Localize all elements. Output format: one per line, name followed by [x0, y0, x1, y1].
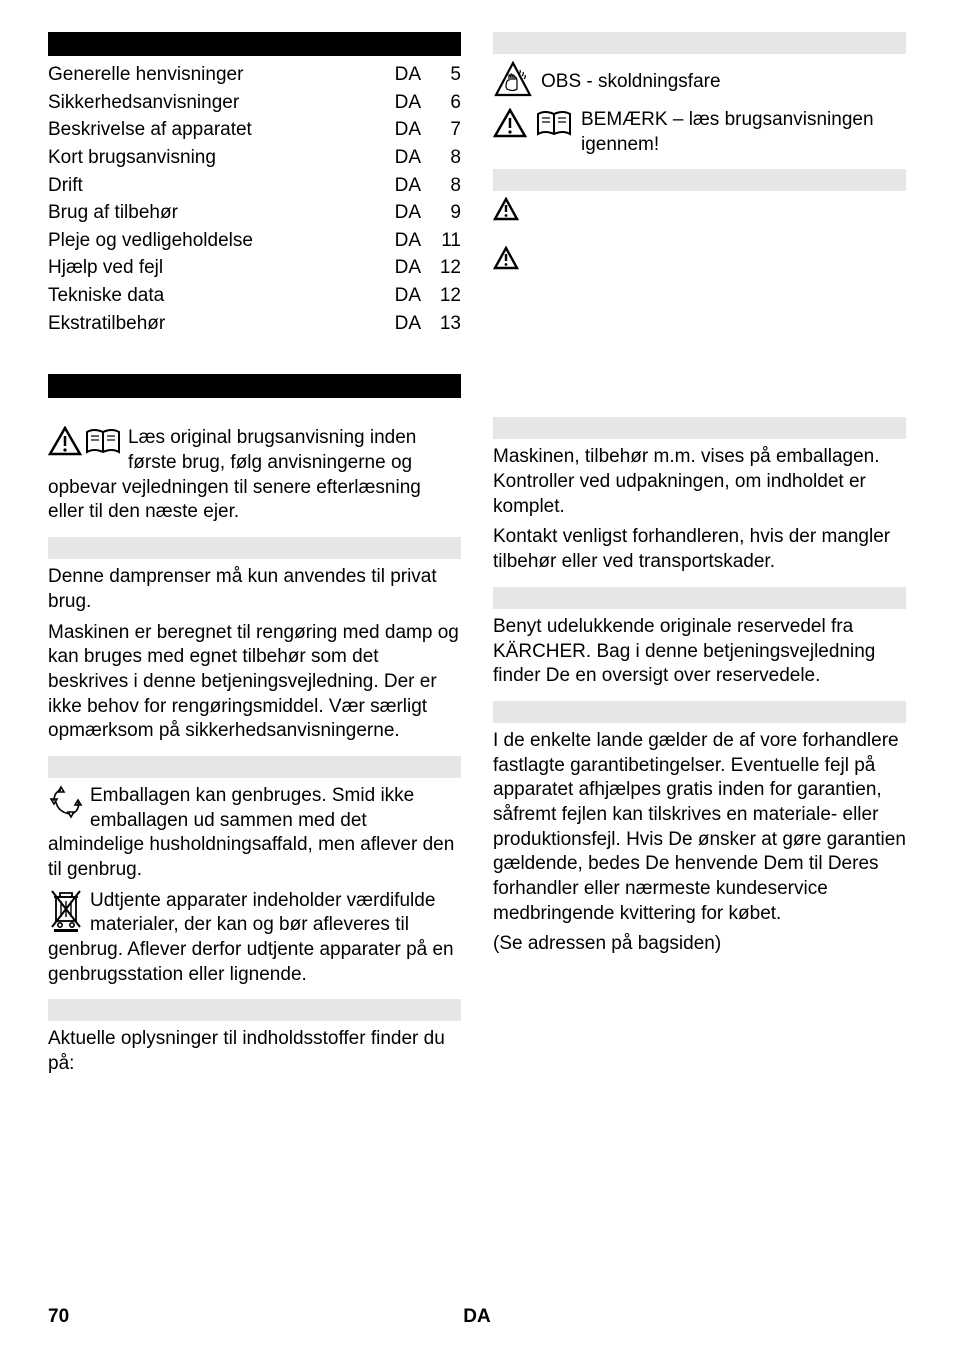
toc-row: Brug af tilbehør DA 9	[48, 200, 461, 226]
warning-triangle-icon	[493, 108, 527, 138]
toc-lang: DA	[373, 90, 421, 116]
toc-page: 8	[421, 173, 461, 199]
steam-warning-row: OBS - skoldningsfare	[493, 60, 906, 100]
toc-row: Hjælp ved fejl DA 12	[48, 255, 461, 281]
toc-title: Beskrivelse af apparatet	[48, 117, 373, 143]
toc-lang: DA	[373, 228, 421, 254]
toc-page: 11	[421, 228, 461, 254]
packaging-block: Emballagen kan genbruges. Smid ikke emba…	[48, 784, 461, 883]
footer-lang: DA	[463, 1306, 490, 1328]
toc-lang: DA	[373, 145, 421, 171]
ingredients-info-text: Aktuelle oplysninger til indholdsstoffer…	[48, 1027, 461, 1076]
note-text: BEMÆRK – læs brugsanvisningen igennem!	[581, 108, 906, 157]
machine-desc-text: Maskinen er beregnet til rengøring med d…	[48, 621, 461, 744]
toc-title: Drift	[48, 173, 373, 199]
toc-title: Brug af tilbehør	[48, 200, 373, 226]
footer-page-number: 70	[48, 1306, 69, 1328]
toc-lang: DA	[373, 173, 421, 199]
toc-lang: DA	[373, 311, 421, 337]
toc-row: Pleje og vedligeholdelse DA 11	[48, 228, 461, 254]
contact-dealer-text: Kontakt venligst forhandleren, hvis der …	[493, 525, 906, 574]
toc-lang: DA	[373, 283, 421, 309]
page-footer: 70 DA	[0, 1306, 954, 1328]
toc-lang: DA	[373, 62, 421, 88]
steam-hand-icon	[493, 60, 533, 100]
warning-triangle-icon	[48, 426, 82, 456]
weee-bin-icon	[48, 889, 84, 933]
weee-text: Udtjente apparater indeholder værdifulde…	[48, 890, 454, 985]
toc-title: Sikkerhedsanvisninger	[48, 90, 373, 116]
toc-lang: DA	[373, 200, 421, 226]
toc-title: Pleje og vedligeholdelse	[48, 228, 373, 254]
general-header-bar	[48, 374, 461, 398]
danger-triangle-row	[493, 197, 906, 226]
toc-title: Generelle henvisninger	[48, 62, 373, 88]
weee-block: Udtjente apparater indeholder værdifulde…	[48, 889, 461, 988]
toc-title: Ekstratilbehør	[48, 311, 373, 337]
spare-parts-text: Benyt udelukkende originale reservedel f…	[493, 615, 906, 689]
scope-text: Maskinen, tilbehør m.m. vises på emballa…	[493, 445, 906, 519]
caution-triangle-icon	[493, 246, 519, 270]
toc-page: 7	[421, 117, 461, 143]
toc-page: 13	[421, 311, 461, 337]
warning-triangle-icon	[493, 197, 519, 221]
toc-row: Tekniske data DA 12	[48, 283, 461, 309]
section-bar-environment	[48, 756, 461, 778]
warranty-text: I de enkelte lande gælder de af vore for…	[493, 729, 906, 927]
toc-row: Generelle henvisninger DA 5	[48, 62, 461, 88]
section-bar-spare	[493, 587, 906, 609]
toc-page: 12	[421, 283, 461, 309]
section-bar-scope	[493, 417, 906, 439]
toc-lang: DA	[373, 117, 421, 143]
toc-title: Hjælp ved fejl	[48, 255, 373, 281]
toc-title: Kort brugsanvisning	[48, 145, 373, 171]
recycle-icon	[48, 784, 84, 820]
toc-page: 8	[421, 145, 461, 171]
steam-warning-text: OBS - skoldningsfare	[541, 60, 721, 95]
toc-page: 5	[421, 62, 461, 88]
section-bar-symbols	[493, 32, 906, 54]
section-bar-danger	[493, 169, 906, 191]
toc-row: Kort brugsanvisning DA 8	[48, 145, 461, 171]
toc-row: Sikkerhedsanvisninger DA 6	[48, 90, 461, 116]
toc-page: 6	[421, 90, 461, 116]
section-bar-ingredients	[48, 999, 461, 1021]
toc-row: Beskrivelse af apparatet DA 7	[48, 117, 461, 143]
book-icon	[535, 108, 573, 138]
toc-title: Tekniske data	[48, 283, 373, 309]
toc-lang: DA	[373, 255, 421, 281]
toc-row: Ekstratilbehør DA 13	[48, 311, 461, 337]
note-row: BEMÆRK – læs brugsanvisningen igennem!	[493, 108, 906, 157]
toc-row: Drift DA 8	[48, 173, 461, 199]
read-original-block: Læs original brugsanvisning inden første…	[48, 426, 461, 525]
toc-page: 9	[421, 200, 461, 226]
toc-header-bar	[48, 32, 461, 56]
book-icon	[84, 426, 122, 456]
section-bar-proper-use	[48, 537, 461, 559]
packaging-text: Emballagen kan genbruges. Smid ikke emba…	[48, 785, 454, 880]
section-bar-warranty	[493, 701, 906, 723]
private-use-text: Denne damprenser må kun anvendes til pri…	[48, 565, 461, 614]
see-address-text: (Se adressen på bagsiden)	[493, 932, 906, 957]
toc-page: 12	[421, 255, 461, 281]
toc-list: Generelle henvisninger DA 5 Sikkerhedsan…	[48, 62, 461, 336]
caution-triangle-row	[493, 246, 906, 275]
